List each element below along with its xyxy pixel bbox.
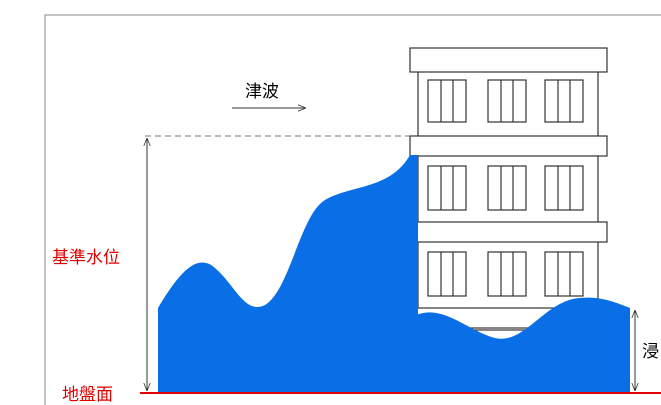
building xyxy=(409,47,608,331)
tsunami-label: 津波 xyxy=(245,82,279,102)
ground-label: 地盤面 xyxy=(62,385,113,405)
frame xyxy=(44,14,661,405)
inundation-water xyxy=(410,297,630,393)
reference-level-label: 基準水位 xyxy=(52,248,120,268)
tsunami-water xyxy=(158,155,418,393)
inundation-label: 浸 xyxy=(642,342,659,362)
